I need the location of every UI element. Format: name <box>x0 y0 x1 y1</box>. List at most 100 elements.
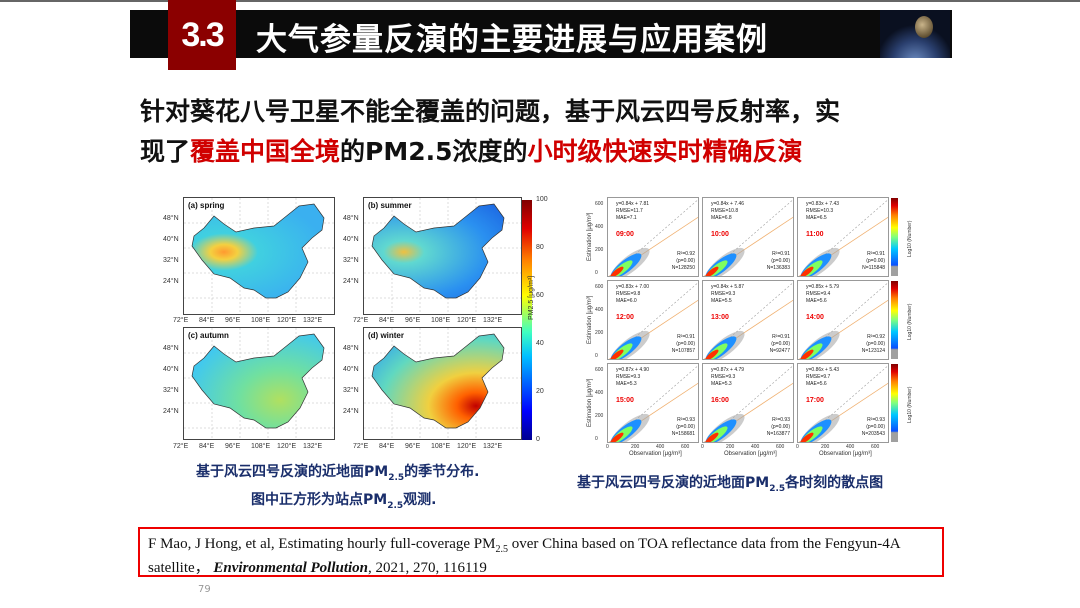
x-tick-label: 0 <box>796 444 799 450</box>
time-label: 14:00 <box>806 314 824 321</box>
stat-n: N=203543 <box>861 431 885 437</box>
title-bar <box>130 10 952 58</box>
map-panel-label: (a) spring <box>188 201 225 210</box>
china-map <box>364 328 521 439</box>
lat-tick-label: 24°N <box>343 408 359 415</box>
lon-tick-label: 132°E <box>303 317 323 324</box>
colorbar-tick-label: 100 <box>536 196 548 203</box>
stat-r2: R²=0.91 <box>772 251 790 257</box>
left-caption-line-2: 图中正方形为站点PM2.5观测. <box>251 492 437 511</box>
lon-tick-label: 132°E <box>483 443 503 450</box>
lat-tick-label: 32°N <box>163 387 179 394</box>
stat-r2: R²=0.91 <box>772 334 790 340</box>
stat-p: (p=0.00) <box>771 341 790 347</box>
lon-tick-label: 108°E <box>431 443 451 450</box>
planet-graphic <box>915 16 933 38</box>
stat-n: N=115848 <box>862 265 885 271</box>
lon-tick-label: 108°E <box>251 317 271 324</box>
x-tick-label: 0 <box>701 444 704 450</box>
scatter-plot <box>798 282 888 359</box>
y-axis-label: Estimation [μg/m³] <box>587 378 593 427</box>
stat-p: (p=0.00) <box>676 258 695 264</box>
lon-tick-label: 84°E <box>379 317 395 324</box>
stat-rmse: RMSE=9.8 <box>616 291 641 297</box>
lat-tick-label: 32°N <box>163 257 179 264</box>
map-panel: (d) winter <box>363 327 522 440</box>
stat-mae: MAE=5.6 <box>806 298 827 304</box>
lon-tick-label: 108°E <box>251 443 271 450</box>
time-label: 11:00 <box>806 231 824 238</box>
china-map <box>364 198 521 314</box>
y-tick-label: 400 <box>595 307 604 313</box>
stat-p: (p=0.00) <box>866 341 885 347</box>
y-tick-label: 0 <box>595 270 598 276</box>
time-label: 09:00 <box>616 231 634 238</box>
stat-n: N=92477 <box>769 348 790 354</box>
top-border <box>0 0 1080 2</box>
lon-tick-label: 72°E <box>173 317 189 324</box>
stat-r2: R²=0.93 <box>677 417 695 423</box>
stat-rmse: RMSE=11.7 <box>616 208 643 214</box>
x-tick-label: 200 <box>726 444 735 450</box>
y-tick-label: 200 <box>595 413 604 419</box>
stat-n: N=107857 <box>671 348 695 354</box>
y-tick-label: 600 <box>595 284 604 290</box>
lat-tick-label: 24°N <box>343 278 359 285</box>
stat-eq: y=0.83x + 7.00 <box>616 284 650 290</box>
stat-r2: R²=0.93 <box>867 417 885 423</box>
pm25-colorbar <box>522 200 532 440</box>
y-tick-label: 200 <box>595 247 604 253</box>
scatter-panel: y=0.86x + 5.43 RMSE=9.7 MAE=5.6 R²=0.93 (p=0… <box>797 363 889 443</box>
x-tick-label: 600 <box>871 444 880 450</box>
text: 的PM2.5浓度的 <box>340 137 528 166</box>
scatter-panel: y=0.87x + 4.79 RMSE=9.3 MAE=5.3 R²=0.93 (p=0… <box>702 363 794 443</box>
lat-tick-label: 48°N <box>163 215 179 222</box>
lon-tick-label: 132°E <box>303 443 323 450</box>
slide-title: 大气参量反演的主要进展与应用案例 <box>256 22 768 58</box>
colorbar-tick-label: 0 <box>536 436 540 443</box>
lon-tick-label: 84°E <box>199 317 215 324</box>
lat-tick-label: 40°N <box>163 366 179 373</box>
map-panel: (a) spring <box>183 197 335 315</box>
y-tick-label: 400 <box>595 390 604 396</box>
journal-name: Environmental Pollution <box>213 560 369 576</box>
stat-mae: MAE=5.5 <box>711 298 732 304</box>
lon-tick-label: 96°E <box>405 443 421 450</box>
y-axis-label: Estimation [μg/m³] <box>587 212 593 261</box>
x-tick-label: 0 <box>606 444 609 450</box>
y-tick-label: 0 <box>595 353 598 359</box>
stat-eq: y=0.84x + 5.87 <box>711 284 745 290</box>
scatter-panel: y=0.85x + 5.79 RMSE=9.4 MAE=5.6 R²=0.92 (p=0… <box>797 280 889 360</box>
lon-tick-label: 96°E <box>225 317 241 324</box>
lat-tick-label: 40°N <box>163 236 179 243</box>
lon-tick-label: 84°E <box>199 443 215 450</box>
lat-tick-label: 40°N <box>343 366 359 373</box>
scatter-panel: y=0.83x + 7.43 RMSE=10.3 MAE=6.5 R²=0.91 (p=… <box>797 197 889 277</box>
stat-eq: y=0.84x + 7.81 <box>616 201 650 207</box>
map-panel: (b) summer <box>363 197 522 315</box>
stat-p: (p=0.00) <box>771 258 790 264</box>
lon-tick-label: 120°E <box>277 317 297 324</box>
y-tick-label: 400 <box>595 224 604 230</box>
map-panel-label: (d) winter <box>368 331 404 340</box>
stat-mae: MAE=6.5 <box>806 215 827 221</box>
scatter-plot <box>798 199 888 276</box>
space-image <box>880 10 950 58</box>
scatter-panel: y=0.84x + 7.46 RMSE=10.8 MAE=6.8 R²=0.91 (p=… <box>702 197 794 277</box>
y-tick-label: 600 <box>595 367 604 373</box>
lat-tick-label: 24°N <box>163 278 179 285</box>
x-tick-label: 600 <box>681 444 690 450</box>
lon-tick-label: 120°E <box>457 317 477 324</box>
colorbar-label: Log10 (Number) <box>907 220 913 257</box>
stat-eq: y=0.87x + 4.90 <box>616 367 650 373</box>
lon-tick-label: 132°E <box>483 317 503 324</box>
x-axis-label: Observation [μg/m³] <box>724 451 777 457</box>
china-map <box>184 198 334 314</box>
scatter-plot <box>703 199 793 276</box>
stat-p: (p=0.00) <box>676 424 695 430</box>
lat-tick-label: 48°N <box>343 345 359 352</box>
map-panel-label: (c) autumn <box>188 331 229 340</box>
stat-r2: R²=0.91 <box>677 334 695 340</box>
lat-tick-label: 24°N <box>163 408 179 415</box>
lon-tick-label: 108°E <box>431 317 451 324</box>
